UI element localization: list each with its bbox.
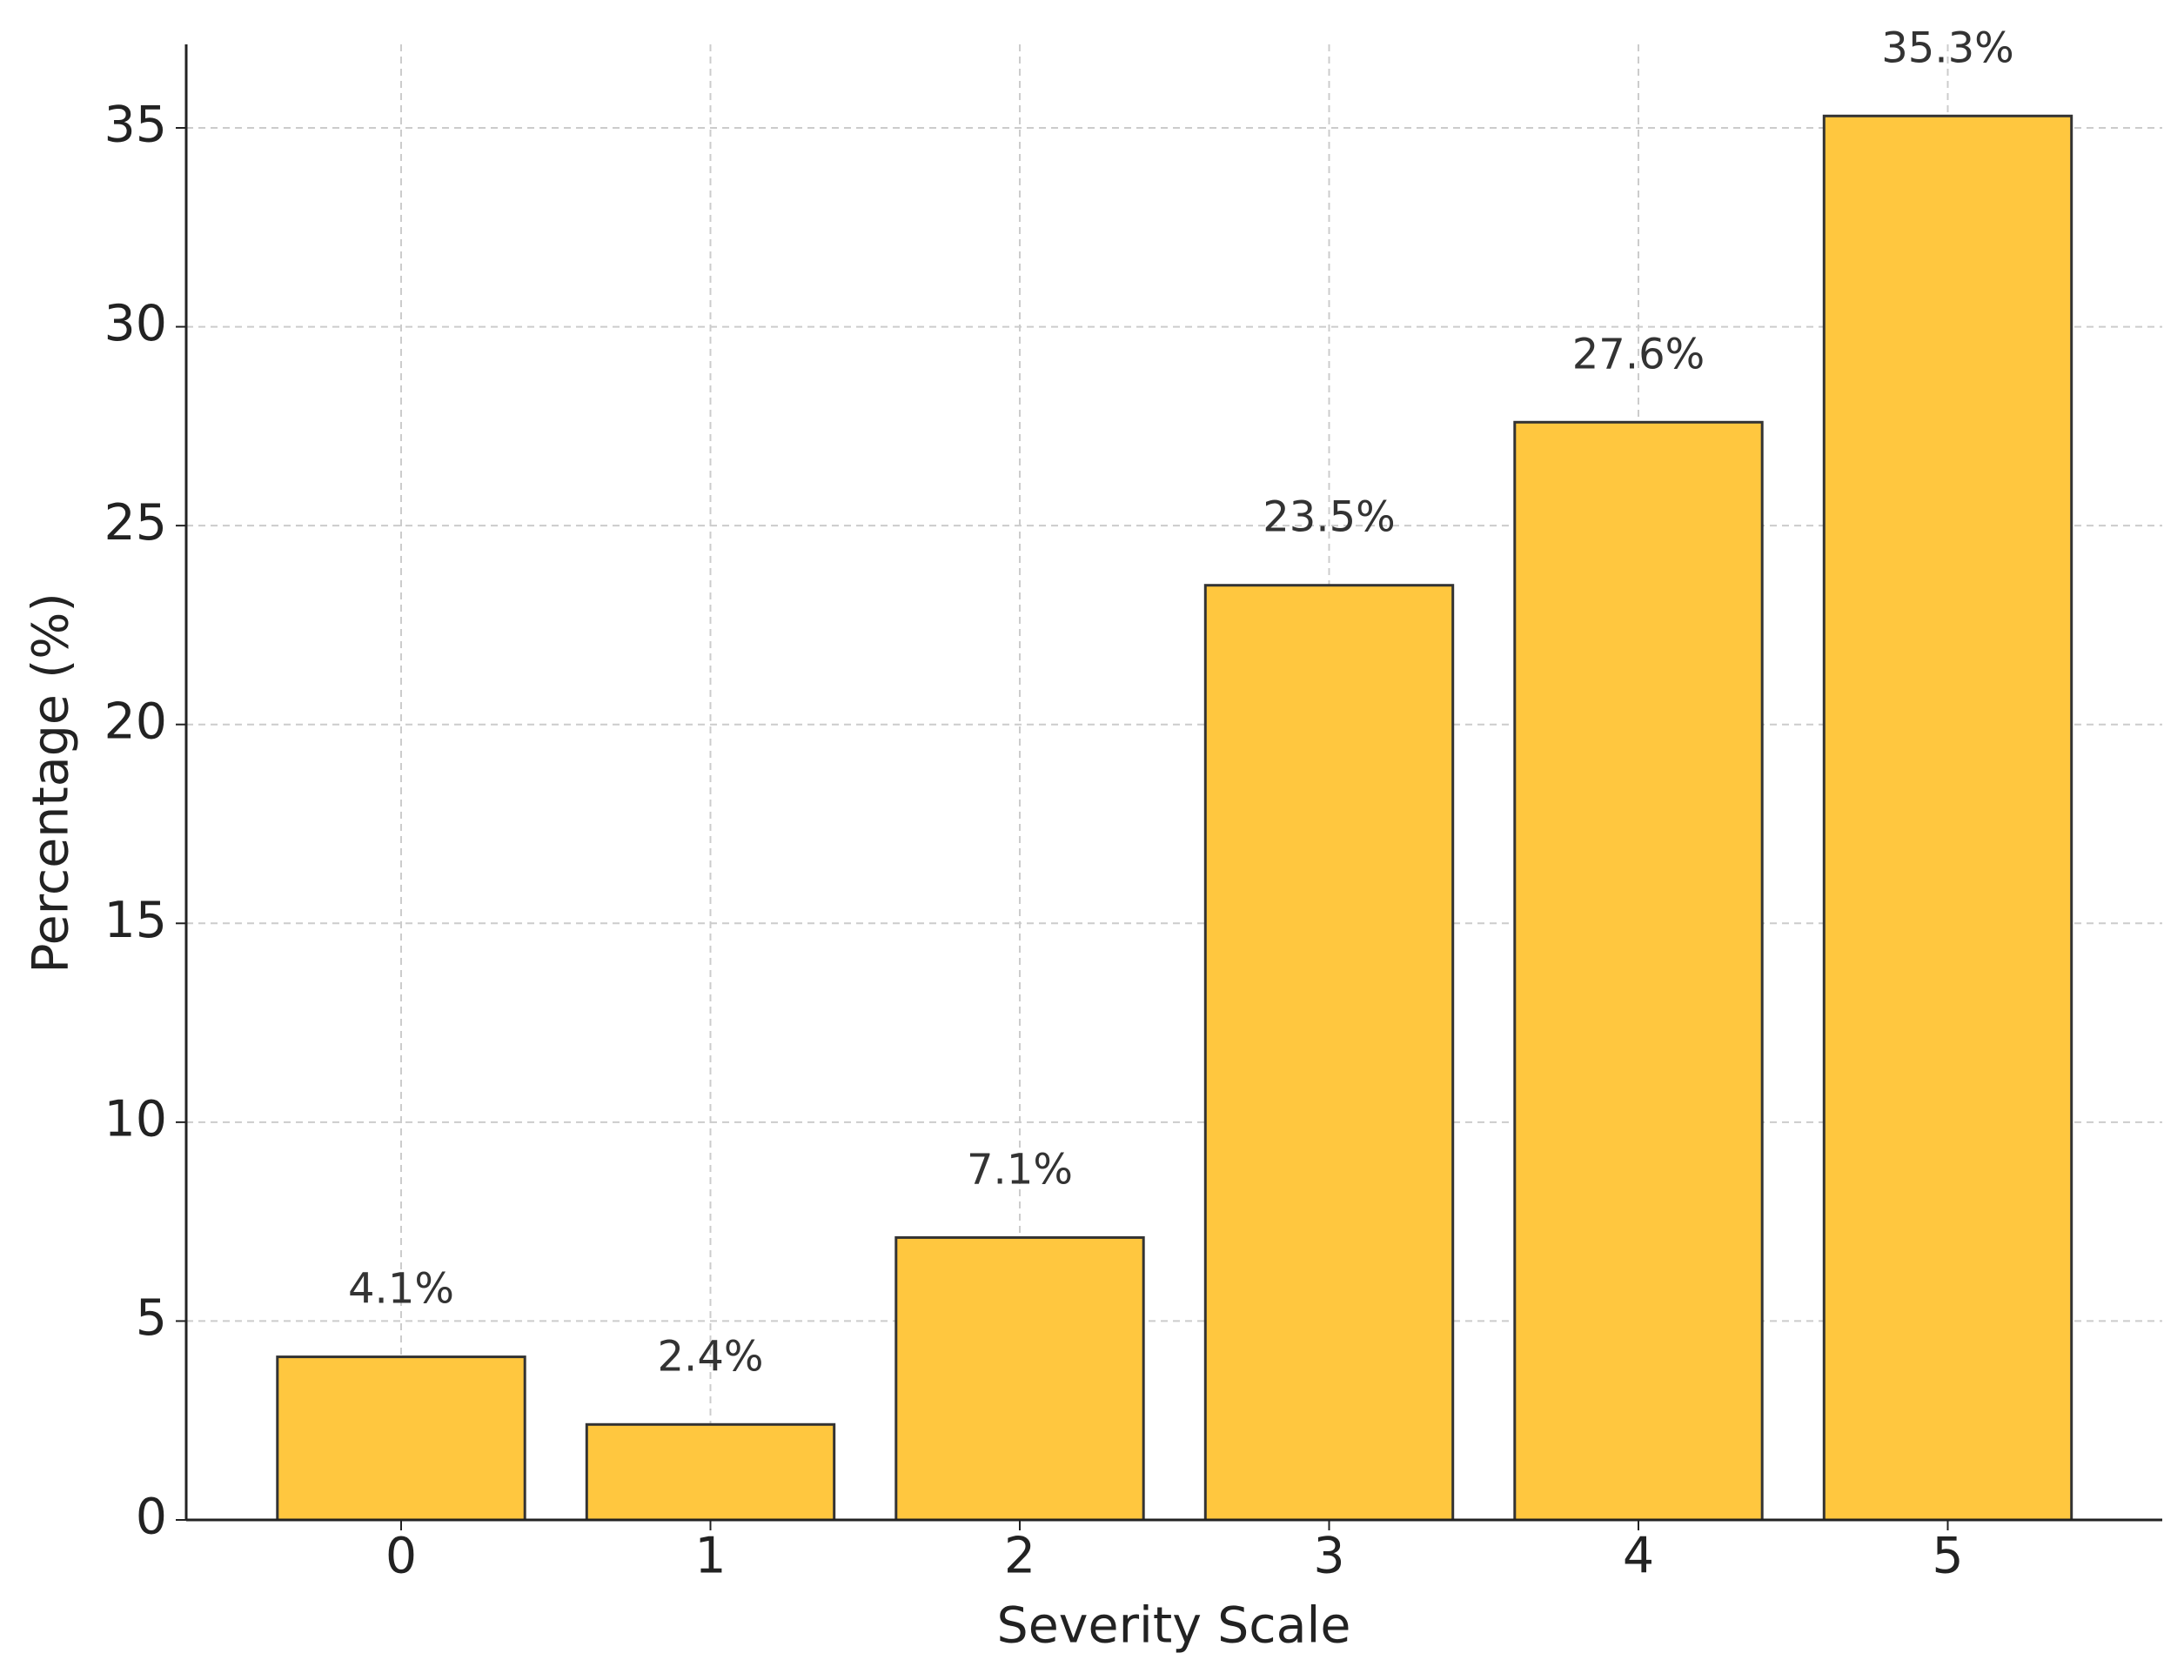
- x-axis-label: Severity Scale: [997, 1597, 1351, 1655]
- value-label: 27.6%: [1572, 330, 1705, 378]
- bar: [894, 1235, 1145, 1522]
- y-axis-label: Percentage (%): [23, 592, 80, 973]
- y-tick-label: 0: [136, 1489, 167, 1546]
- value-label: 35.3%: [1881, 23, 2013, 72]
- y-tick-label: 5: [136, 1289, 167, 1347]
- value-label: 7.1%: [967, 1145, 1073, 1194]
- x-tick-label: 1: [694, 1528, 726, 1585]
- bar: [1203, 584, 1455, 1522]
- x-tick-label: 4: [1623, 1528, 1654, 1585]
- y-tick-label: 20: [104, 693, 167, 750]
- x-tick-label: 3: [1313, 1528, 1344, 1585]
- value-label: 4.1%: [348, 1265, 454, 1314]
- bar: [585, 1422, 836, 1522]
- value-label: 2.4%: [658, 1332, 764, 1381]
- bar: [276, 1355, 526, 1522]
- y-tick-label: 10: [104, 1090, 167, 1148]
- y-tick-label: 15: [104, 892, 167, 949]
- y-tick-label: 35: [104, 97, 167, 154]
- y-tick-label: 25: [104, 494, 167, 552]
- bar: [1822, 114, 2073, 1522]
- x-tick-label: 5: [1932, 1528, 1963, 1585]
- x-tick-label: 2: [1004, 1528, 1035, 1585]
- value-label: 23.5%: [1263, 493, 1395, 542]
- y-tick-label: 30: [104, 295, 167, 352]
- x-tick-label: 0: [385, 1528, 417, 1585]
- bar: [1513, 420, 1764, 1522]
